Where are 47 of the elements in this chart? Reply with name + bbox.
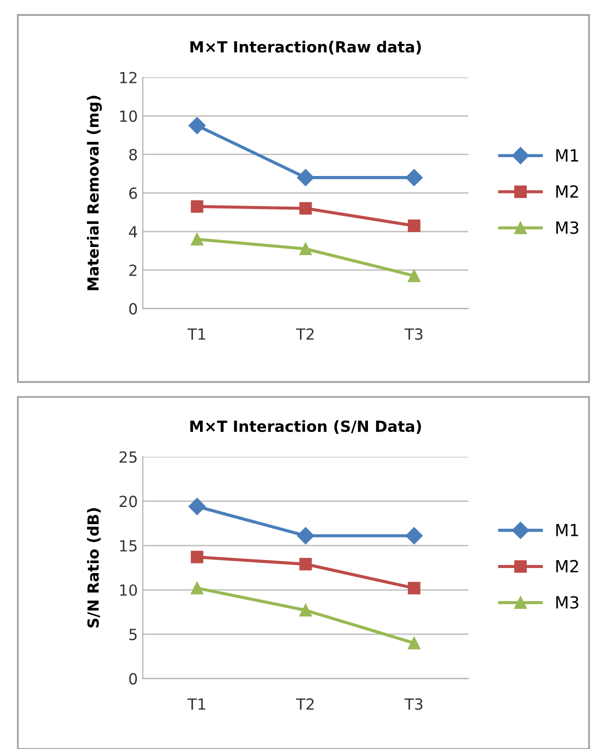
point — [408, 582, 420, 594]
point — [299, 558, 312, 570]
y-tick-label: 4 — [128, 226, 138, 238]
x-tick-label: T3 — [404, 698, 422, 710]
legend-label: M2 — [556, 185, 578, 198]
y-tick-label: 0 — [129, 303, 137, 315]
y-tick-label: 25 — [120, 451, 137, 463]
legend-label: M3 — [556, 596, 578, 609]
x-tick-label: T2 — [296, 698, 314, 710]
point — [297, 169, 314, 186]
chart-title: M×T Interaction (S/N Data) — [190, 420, 421, 434]
point — [190, 550, 204, 564]
point — [188, 498, 206, 516]
y-tick-label: 5 — [129, 628, 137, 640]
point — [188, 116, 206, 134]
point — [406, 169, 423, 186]
y-tick-label: 6 — [129, 187, 137, 199]
legend-label: M2 — [556, 560, 578, 572]
point — [408, 270, 420, 282]
y-tick-label: 10 — [120, 110, 137, 122]
point — [190, 232, 204, 246]
point — [297, 527, 314, 544]
point — [406, 527, 423, 544]
y-tick-label: 2 — [129, 264, 136, 276]
x-tick-label: T2 — [296, 328, 314, 340]
point — [408, 636, 420, 650]
chart-title: M×T Interaction(Raw data) — [190, 40, 421, 54]
legend-label: M1 — [556, 524, 578, 536]
point — [299, 604, 312, 617]
y-tick-label: 15 — [120, 540, 137, 552]
y-tick-label: 8 — [129, 148, 137, 160]
y-tick-label: 0 — [129, 673, 137, 685]
point — [299, 202, 312, 215]
point — [299, 242, 312, 256]
y-tick-label: 10 — [120, 584, 137, 596]
y-tick-label: 20 — [120, 496, 137, 508]
y-axis-title: Material Removal (mg) — [86, 96, 102, 290]
point — [190, 582, 204, 594]
point — [408, 219, 420, 232]
point — [190, 200, 204, 213]
y-tick-label: 12 — [120, 72, 136, 84]
x-tick-label: T1 — [187, 698, 206, 710]
legend-label: M3 — [556, 221, 578, 234]
legend-label: M1 — [556, 149, 578, 162]
x-tick-label: T3 — [404, 328, 422, 340]
y-axis-title: S/N Ratio (dB) — [87, 508, 101, 628]
x-tick-label: T1 — [187, 328, 206, 340]
